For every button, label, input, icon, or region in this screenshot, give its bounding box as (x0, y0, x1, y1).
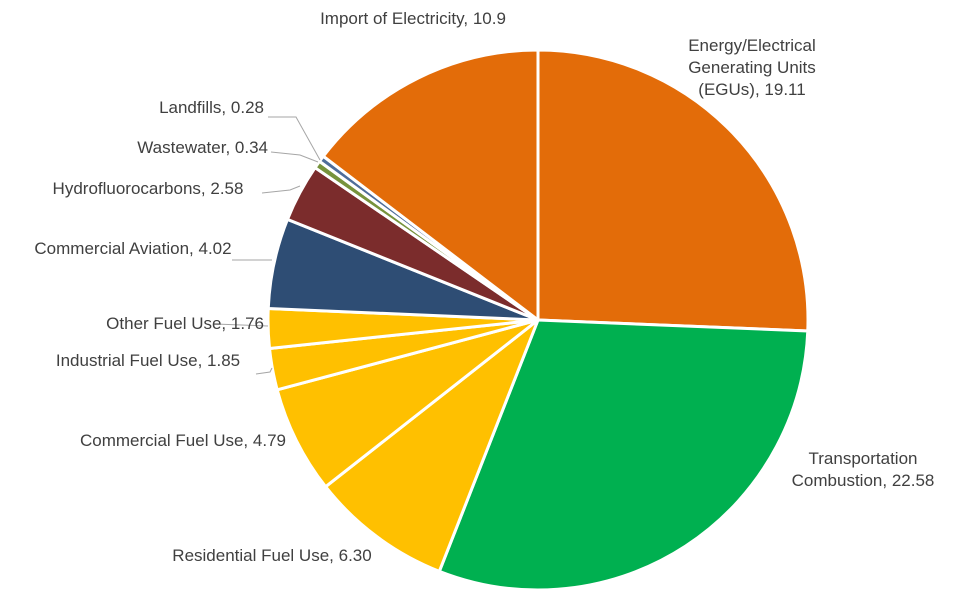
pie-slice (324, 318, 540, 573)
data-label: Wastewater, 0.34 (137, 137, 268, 159)
leader-line (270, 151, 319, 163)
value-label: 1.85 (207, 351, 241, 370)
value-label: 4.02 (198, 239, 232, 258)
category-label: Commercial Aviation, (34, 239, 194, 258)
value-label: 4.79 (252, 431, 286, 450)
pie-slice (536, 48, 810, 333)
data-label: Energy/Electrical Generating Units (EGUs… (667, 35, 837, 101)
data-label: Other Fuel Use, 1.76 (106, 313, 264, 335)
category-label: Landfills, (159, 98, 227, 117)
value-label: 1.76 (230, 314, 264, 333)
category-label: Import of Electricity, (320, 9, 469, 28)
data-label: Commercial Aviation, 4.02 (13, 238, 253, 260)
data-label: Transportation Combustion, 22.58 (778, 448, 948, 492)
pie-slice (437, 318, 810, 592)
data-label: Import of Electricity, 10.9 (308, 8, 518, 30)
data-label: Industrial Fuel Use, 1.85 (43, 350, 253, 372)
data-label: Hydrofluorocarbons, 2.58 (43, 178, 253, 200)
value-label: 10.9 (472, 9, 506, 28)
category-label: Commercial Fuel Use, (80, 431, 249, 450)
category-label: Other Fuel Use, (106, 314, 227, 333)
value-label: 22.58 (891, 471, 935, 490)
leader-line (255, 367, 273, 375)
leader-line (214, 323, 269, 327)
category-label: Hydrofluorocarbons, (52, 179, 206, 198)
value-label: 0.34 (234, 138, 268, 157)
value-label: 19.11 (764, 80, 806, 99)
data-label: Residential Fuel Use, 6.30 (167, 545, 377, 567)
leader-line (261, 185, 301, 194)
category-label: Residential Fuel Use, (172, 546, 334, 565)
pie-slice (321, 48, 540, 322)
data-label: Landfills, 0.28 (159, 97, 264, 119)
leader-line (268, 116, 321, 161)
category-label: Industrial Fuel Use, (55, 351, 203, 370)
data-label: Commercial Fuel Use, 4.79 (78, 430, 288, 452)
category-label: Transportation Combustion, (791, 449, 918, 490)
value-label: 2.58 (210, 179, 244, 198)
category-label: Energy/Electrical Generating Units (EGUs… (688, 36, 816, 99)
value-label: 6.30 (338, 546, 372, 565)
category-label: Wastewater, (137, 138, 231, 157)
value-label: 0.28 (230, 98, 264, 117)
